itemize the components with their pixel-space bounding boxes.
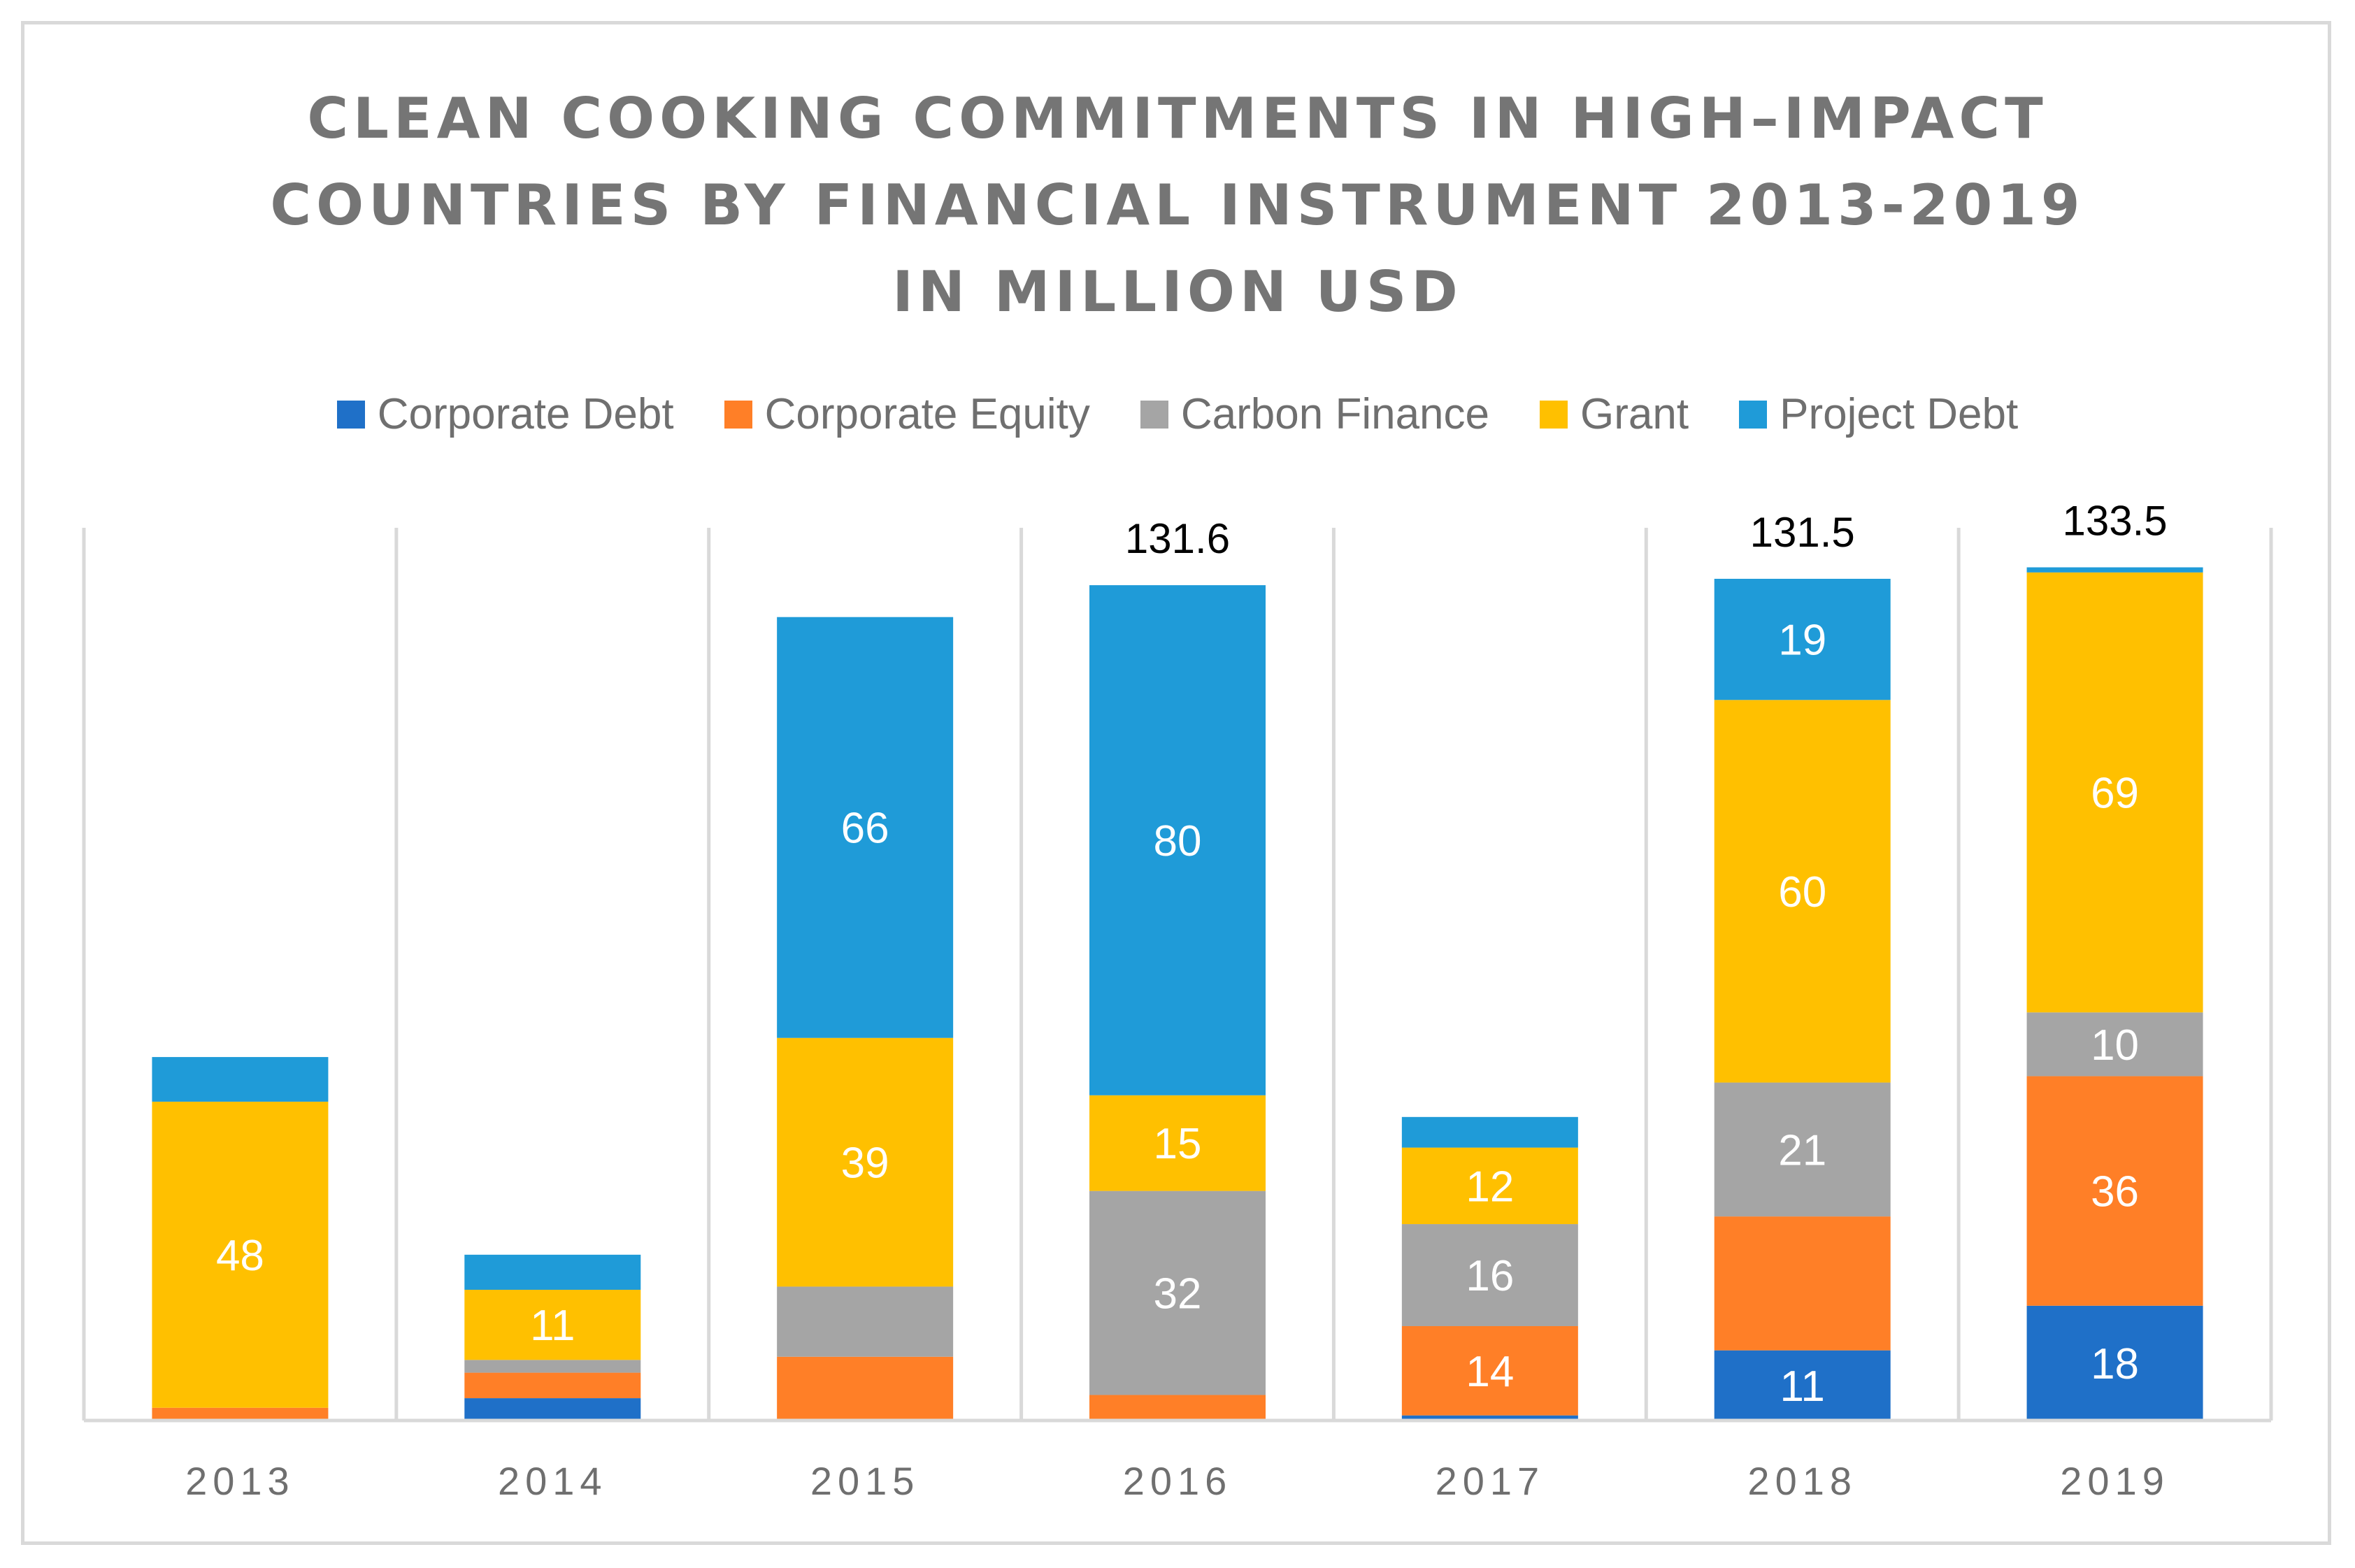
- x-tick-label: 2016: [1123, 1459, 1233, 1503]
- legend-swatch-carbon-finance: [1140, 401, 1168, 429]
- bar-project-debt-2013: [152, 1057, 329, 1102]
- bar-grant-2018: [1714, 700, 1891, 1083]
- bar-project-debt-2016: [1089, 585, 1266, 1095]
- data-label: 16: [1466, 1252, 1514, 1300]
- legend-label-grant: Grant: [1580, 390, 1689, 438]
- bar-carbon-finance-2018: [1714, 1082, 1891, 1217]
- data-label: 19: [1778, 617, 1826, 665]
- chart-title-line-1: CLEAN COOKING COMMITMENTS IN HIGH–IMPACT: [307, 86, 2048, 151]
- bar-corporate-equity-2013: [152, 1407, 329, 1420]
- legend-swatch-corporate-equity: [724, 401, 752, 429]
- bar-grant-2019: [2026, 572, 2203, 1013]
- bar-corporate-debt-2018: [1714, 1350, 1891, 1420]
- x-tick-label: 2017: [1436, 1459, 1545, 1503]
- total-label: 133.5: [2062, 498, 2167, 545]
- x-tick-label: 2014: [498, 1459, 608, 1503]
- bar-carbon-finance-2015: [777, 1286, 954, 1357]
- bar-grant-2015: [777, 1037, 954, 1287]
- bar-grant-2014: [464, 1290, 641, 1360]
- data-label: 11: [1780, 1362, 1825, 1411]
- legend-item-corporate-equity: Corporate Equity: [724, 383, 1090, 446]
- chart-legend: Corporate Debt Corporate Equity Carbon F…: [0, 383, 2355, 446]
- data-label: 21: [1778, 1126, 1826, 1174]
- legend-item-corporate-debt: Corporate Debt: [336, 383, 674, 446]
- bar-carbon-finance-2014: [464, 1360, 641, 1373]
- bar-corporate-equity-2017: [1401, 1326, 1578, 1416]
- legend-item-project-debt: Project Debt: [1739, 383, 2018, 446]
- bar-project-debt-2015: [777, 617, 954, 1038]
- total-label: 131.5: [1750, 509, 1855, 556]
- bar-grant-2016: [1089, 1095, 1266, 1191]
- chart-title-line-3: IN MILLION USD: [892, 259, 1463, 324]
- bar-corporate-equity-2015: [777, 1356, 954, 1420]
- legend-item-carbon-finance: Carbon Finance: [1140, 383, 1489, 446]
- chart-title: CLEAN COOKING COMMITMENTS IN HIGH–IMPACT…: [0, 75, 2355, 336]
- bar-project-debt-2014: [464, 1254, 641, 1290]
- total-label: 131.6: [1125, 515, 1230, 562]
- legend-swatch-corporate-debt: [336, 401, 365, 429]
- data-label: 11: [530, 1302, 575, 1350]
- data-label: 32: [1154, 1270, 1202, 1318]
- bar-grant-2017: [1401, 1147, 1578, 1225]
- data-label: 36: [2091, 1168, 2139, 1216]
- bar-carbon-finance-2017: [1401, 1224, 1578, 1327]
- x-tick-label: 2019: [2060, 1459, 2170, 1503]
- bar-corporate-debt-2017: [1401, 1415, 1578, 1420]
- bar-corporate-debt-2019: [2026, 1305, 2203, 1420]
- bar-project-debt-2017: [1401, 1116, 1578, 1148]
- data-label: 18: [2091, 1340, 2139, 1388]
- data-label: 48: [216, 1232, 264, 1280]
- legend-label-carbon-finance: Carbon Finance: [1180, 390, 1490, 438]
- data-label: 39: [841, 1139, 889, 1188]
- data-label: 60: [1778, 868, 1826, 916]
- data-label: 12: [1466, 1163, 1514, 1211]
- data-label: 14: [1466, 1348, 1514, 1396]
- bar-project-debt-2019: [2026, 567, 2203, 573]
- bar-corporate-equity-2019: [2026, 1076, 2203, 1306]
- data-label: 66: [841, 805, 889, 853]
- bar-carbon-finance-2016: [1089, 1191, 1266, 1395]
- bar-corporate-equity-2014: [464, 1372, 641, 1399]
- x-tick-label: 2015: [810, 1459, 920, 1503]
- x-tick-label: 2018: [1747, 1459, 1857, 1503]
- bar-corporate-equity-2018: [1714, 1216, 1891, 1351]
- bar-grant-2013: [152, 1101, 329, 1408]
- legend-item-grant: Grant: [1540, 383, 1689, 446]
- data-label: 10: [2091, 1021, 2139, 1070]
- legend-label-corporate-equity: Corporate Equity: [764, 390, 1090, 438]
- legend-label-project-debt: Project Debt: [1780, 390, 2019, 438]
- legend-swatch-grant: [1540, 401, 1568, 429]
- bar-corporate-equity-2016: [1089, 1395, 1266, 1420]
- bar-corporate-debt-2014: [464, 1398, 641, 1420]
- bar-project-debt-2018: [1714, 578, 1891, 700]
- data-label: 80: [1154, 817, 1202, 865]
- bar-carbon-finance-2019: [2026, 1012, 2203, 1077]
- data-label: 15: [1154, 1120, 1202, 1168]
- legend-label-corporate-debt: Corporate Debt: [377, 390, 674, 438]
- chart-title-line-2: COUNTRIES BY FINANCIAL INSTRUMENT 2013-2…: [270, 173, 2085, 238]
- data-label: 69: [2091, 770, 2139, 818]
- x-tick-label: 2013: [185, 1459, 295, 1503]
- legend-swatch-project-debt: [1739, 401, 1768, 429]
